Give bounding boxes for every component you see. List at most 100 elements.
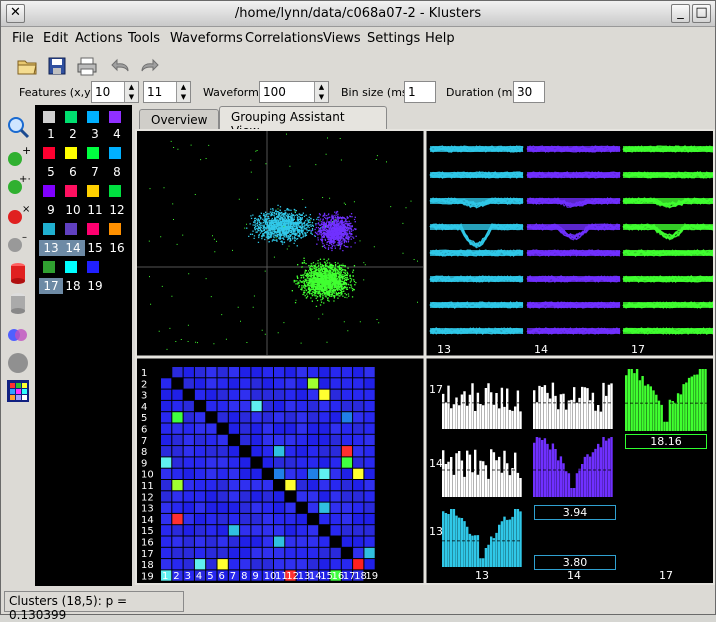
svg-text:+: +	[22, 145, 30, 157]
open-folder-icon[interactable]	[15, 54, 39, 78]
cluster-item[interactable]: 7	[83, 163, 107, 181]
gray-cylinder-icon[interactable]	[6, 291, 30, 315]
menu-correlations[interactable]: Correlations	[245, 31, 324, 46]
palette-grid-icon[interactable]	[6, 379, 30, 403]
menu-tools[interactable]: Tools	[128, 31, 161, 46]
cluster-item[interactable]: 8	[105, 163, 129, 181]
palette-swatch[interactable]	[39, 182, 63, 200]
cluster-item[interactable]: 3	[83, 125, 107, 143]
cluster-item[interactable]: 5	[39, 163, 63, 181]
palette-swatch[interactable]	[83, 182, 107, 200]
menu-views[interactable]: Views	[323, 31, 361, 46]
save-icon[interactable]	[45, 54, 69, 78]
new-clusters-icon[interactable]: ++	[6, 173, 30, 197]
palette-swatch[interactable]	[83, 108, 107, 126]
cluster-item[interactable]: 14	[61, 239, 85, 257]
cluster-item[interactable]: 19	[83, 277, 107, 295]
palette-swatch[interactable]	[39, 220, 63, 238]
matrix-cell	[172, 423, 183, 434]
red-cylinder-icon[interactable]	[6, 261, 30, 285]
matrix-cell	[228, 400, 240, 412]
palette-swatch[interactable]	[39, 108, 63, 126]
spin-down-icon[interactable]: ▼	[314, 92, 328, 102]
palette-swatch[interactable]	[105, 108, 129, 126]
palette-swatch[interactable]	[61, 182, 85, 200]
matrix-cell	[206, 570, 217, 581]
spin-up-icon[interactable]: ▲	[176, 82, 190, 92]
maximize-button[interactable]: □	[692, 4, 711, 23]
feature-y-spinbox[interactable]: ▲ ▼	[143, 81, 191, 103]
cluster-item[interactable]: 4	[105, 125, 129, 143]
matrix-cell	[172, 457, 183, 468]
cluster-item[interactable]: 6	[61, 163, 85, 181]
spin-up-icon[interactable]: ▲	[314, 82, 328, 92]
zoom-icon[interactable]	[6, 115, 30, 139]
tab-grouping-assistant[interactable]: Grouping Assistant View	[219, 106, 387, 138]
spin-down-icon[interactable]: ▼	[176, 92, 190, 102]
cluster-item[interactable]: 15	[83, 239, 107, 257]
cluster-item[interactable]: 13	[39, 239, 63, 257]
binsize-input[interactable]	[405, 82, 435, 102]
scatter-noise	[148, 133, 418, 350]
menu-edit[interactable]: Edit	[43, 31, 69, 46]
palette-swatch[interactable]	[61, 258, 85, 276]
cluster-palette: 1 2 3 4 5 6 7 8 9 10 11 12 13 14 15 16 17 18 19	[35, 105, 132, 586]
duration-field[interactable]	[513, 81, 545, 103]
cluster-item[interactable]: 16	[105, 239, 129, 257]
matrix-cell	[330, 378, 341, 389]
palette-swatch[interactable]	[61, 220, 85, 238]
palette-swatch[interactable]	[83, 144, 107, 162]
merge-clusters-icon[interactable]	[6, 323, 30, 347]
gray-circle-icon[interactable]	[6, 351, 30, 375]
matrix-cell	[251, 378, 262, 389]
cluster-item[interactable]: 12	[105, 201, 129, 219]
remove-noise-icon[interactable]: –	[6, 231, 30, 255]
cluster-item[interactable]: 9	[39, 201, 63, 219]
palette-swatch[interactable]	[105, 182, 129, 200]
cluster-item[interactable]: 2	[61, 125, 85, 143]
matrix-cell	[319, 559, 330, 570]
menu-waveforms[interactable]: Waveforms	[170, 31, 243, 46]
tab-overview[interactable]: Overview	[139, 109, 219, 131]
palette-swatch[interactable]	[83, 258, 107, 276]
feature-x-spinbox[interactable]: ▲ ▼	[91, 81, 139, 103]
waveforms-input[interactable]	[260, 82, 328, 102]
menu-file[interactable]: File	[12, 31, 34, 46]
cluster-item[interactable]: 10	[61, 201, 85, 219]
menu-help[interactable]: Help	[425, 31, 455, 46]
matrix-cell	[307, 513, 319, 525]
palette-swatch[interactable]	[105, 144, 129, 162]
matrix-cell	[330, 525, 341, 536]
palette-swatch[interactable]	[39, 144, 63, 162]
menu-settings[interactable]: Settings	[367, 31, 421, 46]
minimize-button[interactable]: _	[671, 4, 690, 23]
cluster-item[interactable]: 1	[39, 125, 63, 143]
palette-swatch[interactable]	[83, 220, 107, 238]
matrix-cell	[341, 491, 353, 502]
redo-icon[interactable]	[137, 54, 161, 78]
matrix-cell	[307, 457, 319, 468]
cluster-item[interactable]: 18	[61, 277, 85, 295]
binsize-field[interactable]	[404, 81, 436, 103]
spin-up-icon[interactable]: ▲	[124, 82, 138, 92]
waveform-band	[623, 302, 713, 308]
cluster-item[interactable]: 11	[83, 201, 107, 219]
palette-swatch[interactable]	[61, 108, 85, 126]
palette-swatch[interactable]	[61, 144, 85, 162]
palette-swatch[interactable]	[105, 220, 129, 238]
delete-cluster-icon[interactable]: ×	[6, 203, 30, 227]
matrix-cell	[262, 547, 273, 559]
menu-actions[interactable]: Actions	[75, 31, 123, 46]
spin-down-icon[interactable]: ▼	[124, 92, 138, 102]
print-icon[interactable]	[75, 54, 99, 78]
undo-icon[interactable]	[109, 54, 133, 78]
new-cluster-icon[interactable]: +	[6, 145, 30, 169]
binsize-label: Bin size (ms)	[341, 86, 412, 99]
palette-swatch[interactable]	[39, 258, 63, 276]
close-icon[interactable]: ✕	[6, 4, 25, 23]
matrix-row-label: 3	[141, 391, 147, 402]
waveforms-spinbox[interactable]: ▲ ▼	[259, 81, 329, 103]
cluster-item[interactable]: 17	[39, 277, 63, 295]
duration-input[interactable]	[514, 82, 544, 102]
scatter-cloud	[311, 210, 357, 252]
